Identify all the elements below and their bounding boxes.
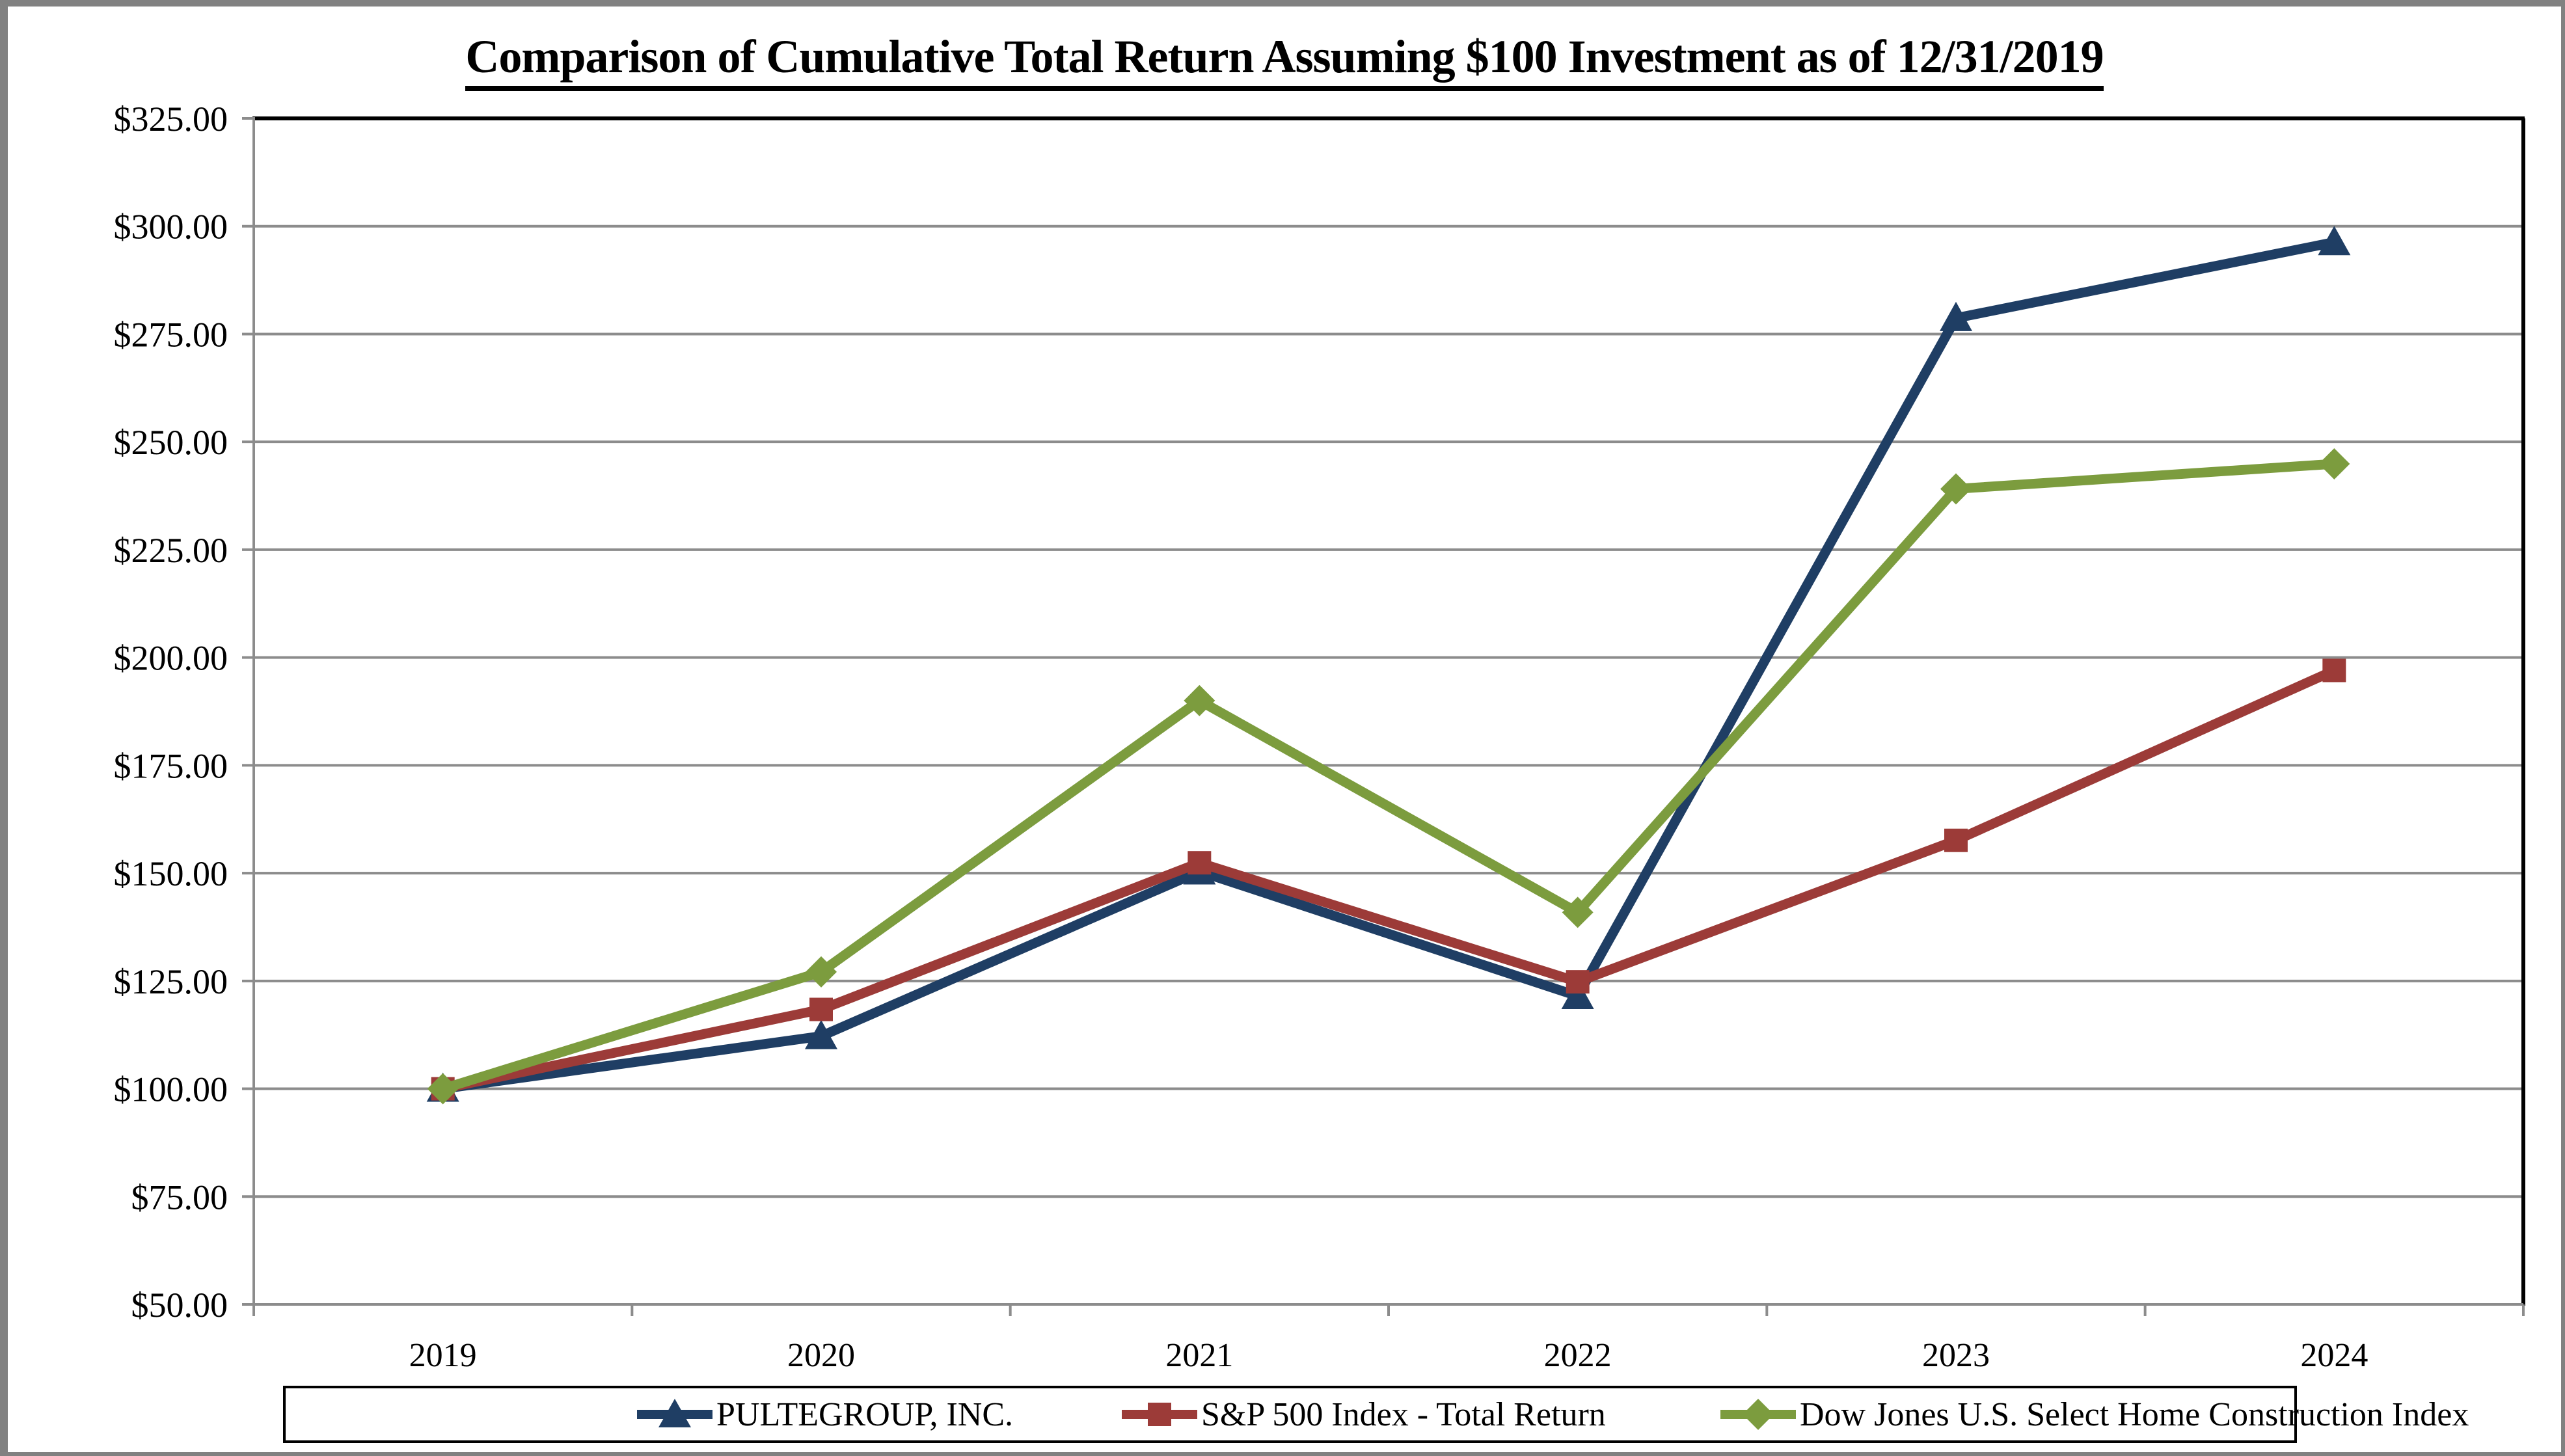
series-line <box>442 237 2335 1094</box>
legend-marker-diamond <box>1720 1399 1796 1430</box>
series-line <box>442 666 2337 1094</box>
diamond-marker-icon <box>1184 684 1215 716</box>
y-axis-label: $275.00 <box>114 315 228 354</box>
series-line <box>441 459 2335 1094</box>
legend-entry-pultegroup: PULTEGROUP, INC. <box>637 1388 1013 1440</box>
legend-marker-square <box>1122 1403 1197 1426</box>
x-axis-label: 2022 <box>1544 1337 1612 1374</box>
triangle-marker-icon <box>2318 226 2351 256</box>
diamond-marker-icon <box>1940 473 1972 505</box>
triangle-marker-icon <box>805 1019 837 1049</box>
y-axis-label: $250.00 <box>114 423 228 462</box>
y-axis-label: $325.00 <box>114 100 228 139</box>
legend-label: S&P 500 Index - Total Return <box>1201 1395 1606 1433</box>
diamond-marker-icon <box>806 956 837 988</box>
diamond-marker-icon <box>2318 448 2350 479</box>
y-axis-label: $75.00 <box>131 1178 228 1217</box>
triangle-marker-icon <box>1940 301 1972 331</box>
y-axis-label: $150.00 <box>114 854 228 893</box>
legend-entry-sp500: S&P 500 Index - Total Return <box>1122 1388 1606 1440</box>
legend-label: PULTEGROUP, INC. <box>716 1395 1014 1433</box>
diamond-marker-icon <box>427 1073 459 1105</box>
chart-legend: PULTEGROUP, INC. S&P 500 Index - Total R… <box>283 1386 2469 1443</box>
diamond-marker-icon <box>1743 1399 1774 1430</box>
x-axis-label: 2021 <box>1165 1337 1233 1374</box>
square-marker-icon <box>1148 1403 1171 1426</box>
y-axis-label: $50.00 <box>131 1286 228 1325</box>
square-marker-icon <box>1188 851 1212 875</box>
square-marker-icon <box>1944 828 1968 852</box>
diamond-marker-icon <box>1562 897 1594 928</box>
title-area: Comparison of Cumulative Total Return As… <box>8 32 2561 91</box>
legend-marker-triangle <box>637 1399 712 1427</box>
legend-entry-dowjones: Dow Jones U.S. Select Home Construction … <box>1720 1388 2469 1440</box>
y-axis-label: $175.00 <box>114 746 228 785</box>
x-axis-label: 2024 <box>2300 1337 2368 1374</box>
triangle-marker-icon <box>658 1399 691 1427</box>
y-axis-label: $125.00 <box>114 962 228 1001</box>
y-axis-label: $300.00 <box>114 208 228 247</box>
square-marker-icon <box>2322 658 2346 682</box>
x-axis-label: 2020 <box>787 1337 855 1374</box>
y-axis-label: $225.00 <box>114 531 228 570</box>
x-axis-label: 2019 <box>409 1337 477 1374</box>
chart-title: Comparison of Cumulative Total Return As… <box>465 32 2104 91</box>
legend-label: Dow Jones U.S. Select Home Construction … <box>1800 1395 2469 1433</box>
triangle-marker-icon <box>1561 980 1594 1010</box>
square-marker-icon <box>1566 970 1590 994</box>
y-axis-label: $200.00 <box>114 639 228 678</box>
x-axis-label: 2023 <box>1922 1337 1990 1374</box>
square-marker-icon <box>809 997 833 1021</box>
cumulative-return-line-chart: $50.00 $75.00 $100.00 $125.00 $150.00 $175.00… <box>114 100 2525 1374</box>
y-axis-label: $100.00 <box>114 1070 228 1109</box>
